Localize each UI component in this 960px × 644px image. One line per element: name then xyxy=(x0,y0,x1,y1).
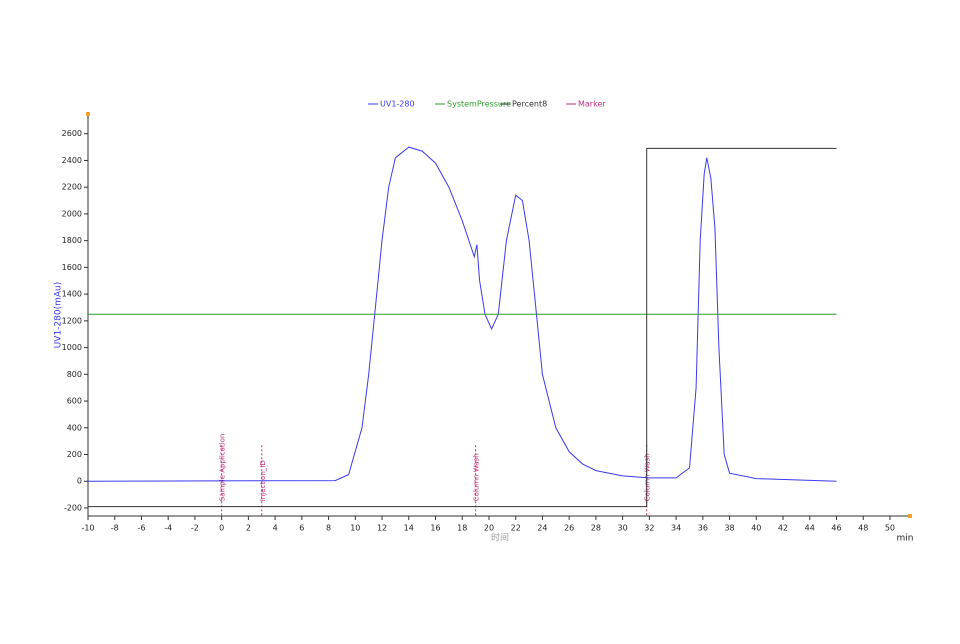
x-tick-label: 26 xyxy=(564,524,574,533)
x-tick-label: 0 xyxy=(219,524,224,533)
x-tick-label: 34 xyxy=(671,524,681,533)
y-axis-label: UV1-280(mAu) xyxy=(54,282,64,349)
y-tick-label: 1200 xyxy=(62,316,82,325)
legend-label: Marker xyxy=(578,100,606,109)
x-tick-label: 4 xyxy=(273,524,278,533)
y-tick-label: 400 xyxy=(67,423,82,432)
x-tick-label: 28 xyxy=(591,524,601,533)
x-axis-unit: min xyxy=(897,534,914,544)
legend-label: UV1-280 xyxy=(380,100,415,109)
x-tick-label: -8 xyxy=(111,524,119,533)
x-axis-label: 时间 xyxy=(491,532,509,544)
x-tick-label: -10 xyxy=(81,524,94,533)
x-tick-label: 22 xyxy=(511,524,521,533)
y-tick-label: 800 xyxy=(67,370,82,379)
x-tick-label: 18 xyxy=(457,524,467,533)
x-tick-label: -4 xyxy=(164,524,172,533)
y-tick-label: 200 xyxy=(67,450,82,459)
y-tick-label: 600 xyxy=(67,397,82,406)
marker-label: Sample Application xyxy=(219,434,227,502)
y-tick-label: -200 xyxy=(64,503,82,512)
axis-tip xyxy=(86,112,90,116)
y-tick-label: 2200 xyxy=(62,183,82,192)
x-tick-label: 16 xyxy=(430,524,440,533)
y-tick-label: 0 xyxy=(77,477,82,486)
x-tick-label: 48 xyxy=(858,524,868,533)
x-tick-label: 12 xyxy=(377,524,387,533)
y-tick-label: 2000 xyxy=(62,209,82,218)
series-line xyxy=(87,146,837,482)
x-tick-label: -6 xyxy=(137,524,145,533)
marker-label: Column Wash xyxy=(473,453,481,501)
y-tick-label: 1000 xyxy=(62,343,82,352)
x-tick-label: -2 xyxy=(191,524,199,533)
legend-label: Percent8 xyxy=(512,100,547,109)
axis-tip xyxy=(908,514,912,518)
x-tick-label: 44 xyxy=(805,524,815,533)
x-tick-label: 2 xyxy=(246,524,251,533)
legend-label: SystemPressure xyxy=(447,100,511,109)
x-tick-label: 10 xyxy=(350,524,360,533)
x-tick-label: 38 xyxy=(724,524,734,533)
y-tick-label: 1400 xyxy=(62,290,82,299)
y-tick-label: 2400 xyxy=(62,156,82,165)
x-tick-label: 8 xyxy=(326,524,331,533)
x-tick-label: 42 xyxy=(778,524,788,533)
y-tick-label: 1800 xyxy=(62,236,82,245)
x-tick-label: 14 xyxy=(404,524,414,533)
x-tick-label: 46 xyxy=(831,524,841,533)
x-tick-label: 20 xyxy=(484,524,494,533)
x-tick-label: 36 xyxy=(698,524,708,533)
y-tick-label: 2600 xyxy=(62,129,82,138)
x-tick-label: 24 xyxy=(537,524,547,533)
x-tick-label: 6 xyxy=(299,524,304,533)
x-tick-label: 32 xyxy=(644,524,654,533)
x-tick-label: 40 xyxy=(751,524,761,533)
x-tick-label: 50 xyxy=(885,524,895,533)
x-tick-label: 30 xyxy=(618,524,628,533)
series-line xyxy=(88,147,837,508)
y-tick-label: 1600 xyxy=(62,263,82,272)
